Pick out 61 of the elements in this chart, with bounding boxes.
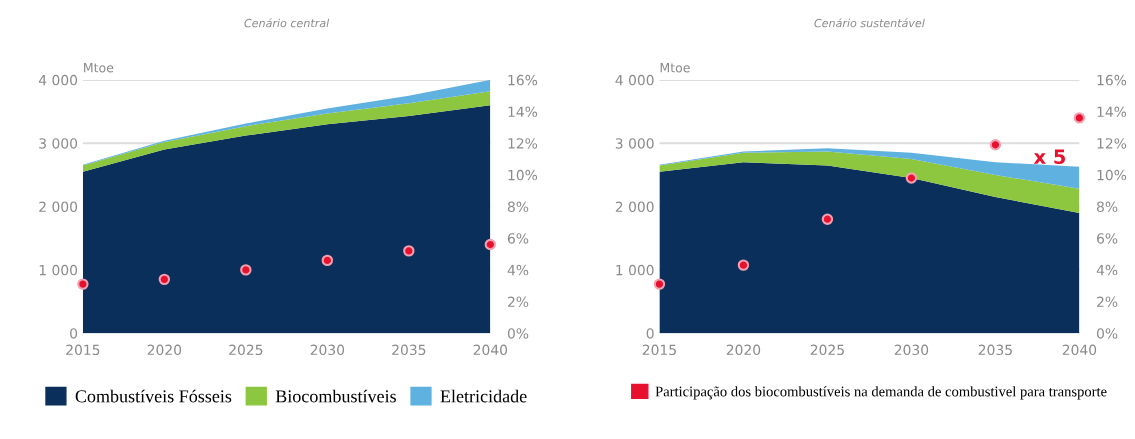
x-tick-label: 2025 [229, 344, 263, 356]
y2-tick-label: 8% [507, 201, 529, 213]
x-tick-label: 2035 [392, 344, 426, 356]
x-tick-label: 2025 [810, 344, 844, 356]
y-tick-label: 2 000 [615, 201, 654, 213]
x-tick-label: 2020 [726, 344, 761, 356]
point [158, 273, 171, 286]
y-axis-title: Mtoe [660, 63, 690, 73]
point [403, 245, 415, 257]
y2-tick-label: 2% [508, 296, 529, 308]
legend-label: Combustíveis Fósseis [75, 389, 232, 403]
point [653, 278, 666, 290]
point [989, 139, 1002, 151]
x-tick-label: 2035 [978, 344, 1012, 356]
y-tick-label: 0 [70, 328, 78, 339]
point [737, 259, 750, 271]
y2-tick-label: 16% [1097, 74, 1127, 86]
y-tick-label: 2 000 [39, 201, 78, 213]
point [905, 172, 918, 184]
chart-title: Cenário central [244, 18, 330, 28]
y2-tick-label: 14% [1097, 106, 1127, 118]
x-tick-label: 2040 [1062, 344, 1097, 356]
y2-tick-label: 2% [1097, 296, 1118, 308]
y2-tick-label: 12% [1097, 138, 1127, 149]
x-tick-label: 2040 [473, 344, 508, 356]
legend-label: Biocombustíveis [275, 389, 396, 403]
y2-tick-label: 6% [1097, 233, 1118, 244]
y2-tick-label: 12% [508, 138, 538, 149]
y2-tick-label: 16% [508, 74, 538, 86]
x-tick-label: 2015 [642, 344, 676, 356]
y-tick-label: 0 [646, 328, 654, 339]
x-tick-label: 2015 [66, 344, 100, 356]
y-tick-label: 3 000 [39, 138, 78, 149]
y2-tick-label: 0% [1096, 328, 1118, 339]
x-tick-label: 2020 [147, 344, 182, 356]
chart-title: Cenário sustentável [814, 18, 925, 28]
y2-tick-label: 14% [508, 106, 538, 118]
legend-label: Eletricidade [440, 389, 527, 403]
point [77, 278, 89, 290]
point [1073, 112, 1086, 124]
y-tick-label: 4 000 [38, 74, 78, 86]
legend-label: Participação dos biocombustíveis na demanda de combustivel para transporte [655, 386, 1107, 400]
y2-tick-label: 10% [508, 169, 538, 181]
y2-tick-label: 4% [507, 264, 529, 276]
y2-tick-label: 4% [1096, 264, 1118, 276]
y-tick-label: 1 000 [616, 264, 654, 276]
y2-tick-label: 0% [507, 328, 529, 339]
x-tick-label: 2030 [310, 344, 345, 356]
point [321, 254, 334, 267]
x-tick-label: 2030 [894, 344, 929, 356]
annotation: x 5 [1033, 149, 1066, 165]
y2-tick-label: 10% [1097, 169, 1127, 181]
y-axis-title: Mtoe [84, 63, 114, 73]
point [240, 264, 252, 276]
y-tick-label: 4 000 [615, 74, 654, 86]
y2-tick-label: 6% [507, 233, 529, 244]
y-tick-label: 3 000 [615, 138, 654, 149]
point [821, 213, 834, 225]
point [484, 238, 497, 251]
y-tick-label: 1 000 [39, 264, 78, 276]
y2-tick-label: 8% [1096, 201, 1118, 213]
